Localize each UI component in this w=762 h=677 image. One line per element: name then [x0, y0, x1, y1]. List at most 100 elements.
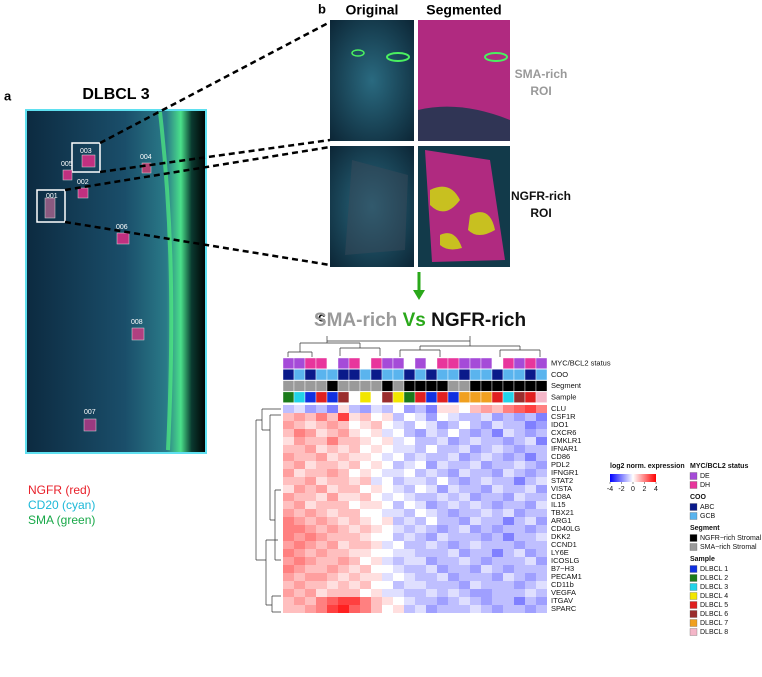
- heat-cell: [360, 453, 371, 461]
- heat-cell: [426, 541, 437, 549]
- annotation-cell: [447, 357, 460, 369]
- heat-cell: [360, 597, 371, 605]
- heat-cell: [514, 597, 525, 605]
- heat-cell: [492, 533, 503, 541]
- heat-cell: [393, 477, 404, 485]
- heat-cell: [470, 477, 481, 485]
- gene-label: LY6E: [551, 548, 569, 557]
- heat-cell: [404, 589, 415, 597]
- heat-cell: [283, 461, 294, 469]
- heat-cell: [514, 437, 525, 445]
- heat-cell: [382, 493, 393, 501]
- heat-cell: [492, 565, 503, 573]
- heat-cell: [382, 477, 393, 485]
- gene-label: ITGAV: [551, 596, 573, 605]
- heat-cell: [426, 533, 437, 541]
- heat-cell: [338, 501, 349, 509]
- heat-cell: [360, 549, 371, 557]
- heat-cell: [492, 589, 503, 597]
- heat-cell: [404, 493, 415, 501]
- heat-cell: [316, 509, 327, 517]
- column-dendrogram: [287, 336, 541, 357]
- heat-cell: [536, 429, 547, 437]
- heat-cell: [536, 469, 547, 477]
- heat-cell: [470, 509, 481, 517]
- heat-cell: [481, 453, 492, 461]
- heat-cell: [503, 437, 514, 445]
- heat-cell: [426, 525, 437, 533]
- annotation-cell: [480, 391, 493, 403]
- heat-cell: [536, 509, 547, 517]
- heat-cell: [514, 413, 525, 421]
- heat-cell: [283, 557, 294, 565]
- heat-cell: [514, 469, 525, 477]
- heat-cell: [349, 589, 360, 597]
- heat-cell: [459, 541, 470, 549]
- heat-cell: [360, 421, 371, 429]
- annotation-cell: [447, 391, 460, 403]
- heat-cell: [382, 453, 393, 461]
- gene-label: CLU: [551, 404, 566, 413]
- column-title: Segmented: [426, 2, 501, 18]
- heat-cell: [360, 445, 371, 453]
- heat-cell: [481, 461, 492, 469]
- heat-cell: [536, 541, 547, 549]
- heat-cell: [382, 501, 393, 509]
- heat-cell: [338, 605, 349, 613]
- track-label: COO: [551, 370, 568, 379]
- heat-cell: [316, 461, 327, 469]
- heat-cell: [459, 509, 470, 517]
- annotation-cell: [436, 380, 449, 392]
- heat-cell: [514, 565, 525, 573]
- legend-swatch: [689, 534, 698, 542]
- heat-cell: [360, 517, 371, 525]
- heat-cell: [316, 477, 327, 485]
- heat-cell: [503, 501, 514, 509]
- heat-cell: [481, 581, 492, 589]
- roi-frame: [71, 142, 101, 173]
- heat-cell: [525, 605, 536, 613]
- row-dendrogram: [255, 408, 281, 613]
- heat-cell: [338, 589, 349, 597]
- heat-cell: [316, 429, 327, 437]
- heat-cell: [437, 581, 448, 589]
- roi-label: 005: [61, 161, 73, 168]
- annotation-cell: [502, 391, 515, 403]
- heat-cell: [360, 533, 371, 541]
- heat-cell: [382, 517, 393, 525]
- heat-cell: [492, 493, 503, 501]
- annotation-cell: [513, 369, 526, 381]
- heat-cell: [448, 485, 459, 493]
- heat-cell: [327, 549, 338, 557]
- heat-cell: [327, 453, 338, 461]
- heat-cell: [459, 525, 470, 533]
- heat-cell: [448, 493, 459, 501]
- heat-cell: [448, 541, 459, 549]
- heat-cell: [437, 557, 448, 565]
- heat-cell: [371, 469, 382, 477]
- gene-label: IDO1: [551, 420, 569, 429]
- heat-cell: [349, 541, 360, 549]
- heat-cell: [426, 485, 437, 493]
- legend-label: GCB: [700, 513, 716, 520]
- gene-label: CD40LG: [551, 524, 580, 533]
- annotation-cell: [524, 369, 537, 381]
- gene-label: PDL2: [551, 460, 570, 469]
- heat-cell: [525, 541, 536, 549]
- heat-cell: [305, 589, 316, 597]
- heat-cell: [371, 453, 382, 461]
- heat-cell: [459, 493, 470, 501]
- heat-cell: [514, 501, 525, 509]
- heat-cell: [492, 429, 503, 437]
- heat-cell: [492, 541, 503, 549]
- heat-cell: [415, 605, 426, 613]
- annotation-cell: [414, 380, 427, 392]
- heat-cell: [382, 565, 393, 573]
- heat-cell: [415, 437, 426, 445]
- heat-cell: [393, 597, 404, 605]
- heat-cell: [371, 541, 382, 549]
- heat-cell: [470, 589, 481, 597]
- heat-cell: [492, 461, 503, 469]
- heat-cell: [294, 453, 305, 461]
- heat-cell: [426, 405, 437, 413]
